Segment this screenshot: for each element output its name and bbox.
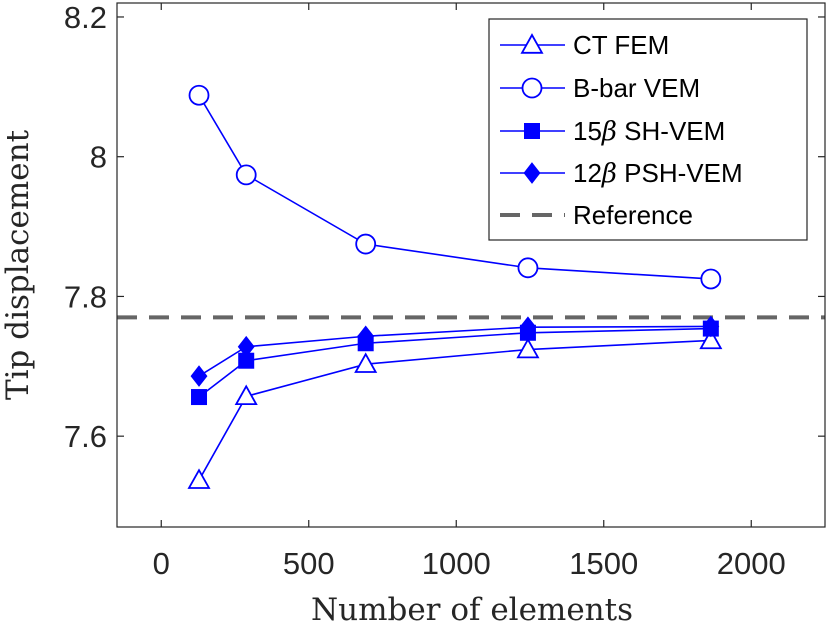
legend-label: B-bar VEM xyxy=(573,73,700,103)
data-point xyxy=(517,257,539,279)
y-tick-label: 8 xyxy=(90,140,107,175)
legend-label-symbol: β xyxy=(601,117,617,147)
legend-label: 12β PSH-VEM xyxy=(573,158,743,189)
y-tick-label: 7.6 xyxy=(64,419,107,454)
legend-marker xyxy=(523,162,541,184)
y-axis-title: Tip displacement xyxy=(0,129,36,400)
series-2 xyxy=(188,84,722,290)
x-tick-label: 1000 xyxy=(422,546,491,581)
legend-marker xyxy=(520,33,544,54)
legend-marker xyxy=(524,123,540,139)
data-point xyxy=(702,315,720,338)
legend-marker xyxy=(521,77,543,99)
legend-label-prefix: 15 xyxy=(573,116,602,146)
legend-label-prefix: 12 xyxy=(573,158,602,188)
legend-item: 12β PSH-VEM xyxy=(500,158,743,189)
legend-item: CT FEM xyxy=(500,30,669,60)
data-point xyxy=(188,84,210,106)
data-point xyxy=(354,352,378,373)
series-4 xyxy=(190,315,720,387)
axes-box xyxy=(116,2,826,528)
data-point xyxy=(699,328,723,350)
x-tick-label: 0 xyxy=(153,546,170,581)
data-point xyxy=(190,365,208,387)
legend-label-symbol: β xyxy=(601,159,617,189)
legend-item: B-bar VEM xyxy=(500,73,700,103)
x-tick-label: 2000 xyxy=(717,546,786,581)
data-point xyxy=(700,268,722,290)
x-axis-title: Number of elements xyxy=(311,592,633,627)
legend-label-suffix: PSH-VEM xyxy=(617,158,743,188)
data-point xyxy=(355,233,377,255)
data-point xyxy=(234,384,258,406)
legend-label-suffix: SH-VEM xyxy=(617,116,725,146)
plot-area xyxy=(117,84,825,489)
data-point xyxy=(516,337,540,359)
data-point xyxy=(237,335,255,358)
y-tick-label: 8.2 xyxy=(64,0,107,35)
axes: 0 500 1000 1500 2000 7.6 7.8 8 8.2 xyxy=(64,0,826,581)
data-point xyxy=(191,389,208,406)
legend-item: 15β SH-VEM xyxy=(500,116,725,147)
x-tick-label: 500 xyxy=(283,546,335,581)
legend-label: Reference xyxy=(573,200,693,230)
y-tick-label: 7.8 xyxy=(64,279,107,314)
legend-item-reference: Reference xyxy=(500,200,693,230)
data-point xyxy=(235,164,257,186)
data-point xyxy=(519,316,537,338)
legend-label: CT FEM xyxy=(573,30,669,60)
data-point xyxy=(187,468,211,489)
data-point xyxy=(357,325,375,348)
series-1 xyxy=(187,328,723,489)
legend-box xyxy=(488,18,808,241)
legend-label: 15β SH-VEM xyxy=(573,116,725,147)
x-tick-label: 1500 xyxy=(569,546,638,581)
